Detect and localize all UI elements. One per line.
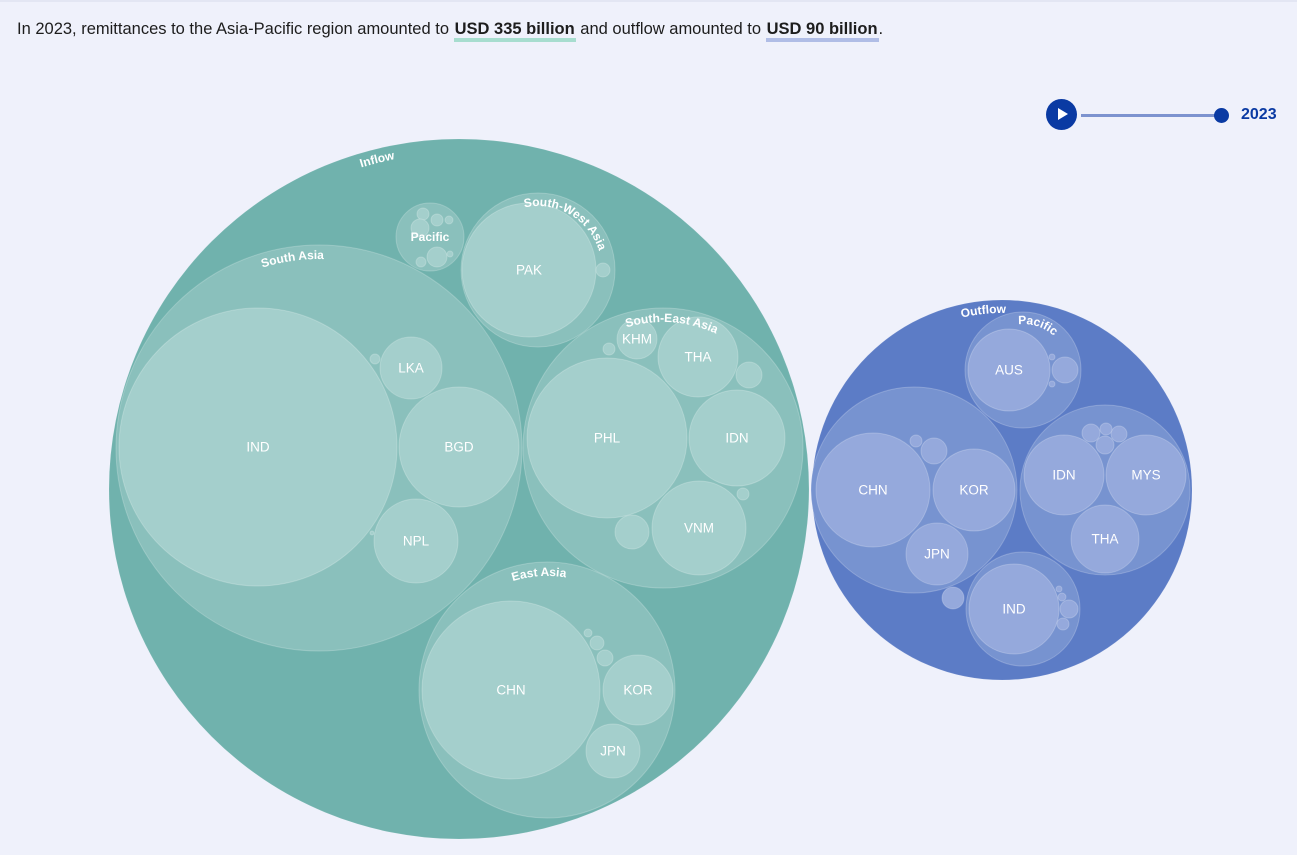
outflow-country-chn[interactable]	[815, 432, 931, 548]
pacific-inflow-small-bubble-1[interactable]	[430, 213, 444, 227]
inflow-country-chn[interactable]	[421, 600, 601, 780]
inflow-region-pacific-label: Pacific	[411, 230, 450, 244]
play-icon	[1058, 108, 1068, 120]
outflow-total: USD 90 billion	[765, 20, 879, 42]
inflow-total: USD 335 billion	[453, 20, 576, 42]
outflow-country-ind[interactable]	[968, 563, 1060, 655]
inflow-country-khm-label: KHM	[622, 332, 652, 347]
outflow-country-jpn-label: JPN	[924, 547, 950, 562]
outflow-label: Outflow	[959, 302, 1006, 321]
pacific-outflow-small-bubble-2[interactable]	[1048, 380, 1056, 388]
outflow-country-idn[interactable]	[1023, 434, 1105, 516]
south-east-asia-small-bubble-0[interactable]	[614, 514, 650, 550]
south-asia-small-bubble-0[interactable]	[369, 353, 381, 365]
south-east-asia-outflow-small-bubble-3[interactable]	[1099, 422, 1113, 436]
pacific-inflow-small-bubble-2[interactable]	[444, 215, 454, 225]
inflow-country-ind[interactable]	[118, 307, 398, 587]
inflow-country-tha[interactable]	[657, 316, 739, 398]
inflow-country-vnm[interactable]	[651, 480, 747, 576]
outflow-country-chn-label: CHN	[858, 483, 887, 498]
east-asia-small-bubble-0[interactable]	[596, 649, 614, 667]
inflow-country-tha-label: THA	[685, 350, 712, 365]
year-label: 2023	[1241, 106, 1277, 123]
headline: In 2023, remittances to the Asia-Pacific…	[17, 20, 884, 42]
south-east-asia-small-bubble-3[interactable]	[602, 342, 616, 356]
year-slider-track[interactable]	[1081, 114, 1222, 117]
south-east-asia-outflow-small-bubble-1[interactable]	[1095, 435, 1115, 455]
pacific-inflow-small-bubble-4[interactable]	[426, 246, 448, 268]
outflow-country-aus-label: AUS	[995, 363, 1023, 378]
inflow-country-ind-label: IND	[246, 440, 270, 455]
inflow-country-lka[interactable]	[379, 336, 443, 400]
play-button[interactable]	[1046, 99, 1077, 130]
inflow-country-kor[interactable]	[602, 654, 674, 726]
pacific-inflow-small-bubble-6[interactable]	[446, 250, 454, 258]
south-west-asia-small-bubble-0[interactable]	[595, 262, 611, 278]
outflow-country-aus[interactable]	[967, 328, 1051, 412]
inflow-country-npl[interactable]	[373, 498, 459, 584]
pacific-inflow-small-bubble-3[interactable]	[410, 218, 430, 238]
inflow-country-pak-label: PAK	[516, 263, 542, 278]
inflow-country-bgd-label: BGD	[444, 440, 474, 455]
south-east-asia-outflow-small-bubble-0[interactable]	[1081, 423, 1101, 443]
south-east-asia-outflow-small-bubble-2[interactable]	[1110, 425, 1128, 443]
inflow-country-phl[interactable]	[526, 357, 688, 519]
pacific-outflow-small-bubble-1[interactable]	[1048, 353, 1056, 361]
south-east-asia-small-bubble-1[interactable]	[735, 361, 763, 389]
pacific-inflow-small-bubble-0[interactable]	[416, 207, 430, 221]
headline-middle: and outflow amounted to	[575, 20, 766, 38]
south-asia-outflow-small-bubble-2[interactable]	[1057, 592, 1067, 602]
outflow-country-jpn[interactable]	[905, 522, 969, 586]
south-asia-outflow-small-bubble-1[interactable]	[1056, 617, 1070, 631]
year-player: 2023	[1046, 99, 1286, 131]
outflow-country-mys-label: MYS	[1131, 468, 1160, 483]
inflow-country-jpn-label: JPN	[600, 744, 626, 759]
inflow-country-idn[interactable]	[688, 389, 786, 487]
inflow-country-vnm-label: VNM	[684, 521, 714, 536]
outflow-country-kor-label: KOR	[959, 483, 989, 498]
headline-prefix: In 2023, remittances to the Asia-Pacific…	[17, 20, 454, 38]
south-asia-small-bubble-1[interactable]	[369, 530, 375, 536]
inflow-country-jpn[interactable]	[585, 723, 641, 779]
outflow-country-tha[interactable]	[1070, 504, 1140, 574]
outflow-country-mys[interactable]	[1105, 434, 1187, 516]
outflow-country-kor[interactable]	[932, 448, 1016, 532]
south-asia-outflow-small-bubble-0[interactable]	[1059, 599, 1079, 619]
east-asia-outflow-small-bubble-1[interactable]	[909, 434, 923, 448]
pacific-inflow-small-bubble-5[interactable]	[415, 256, 427, 268]
inflow-country-bgd[interactable]	[398, 386, 520, 508]
pacific-outflow-small-bubble-0[interactable]	[1051, 356, 1079, 384]
inflow-country-lka-label: LKA	[398, 361, 424, 376]
inflow-country-phl-label: PHL	[594, 431, 621, 446]
inflow-country-npl-label: NPL	[403, 534, 430, 549]
outflow-country-idn-label: IDN	[1052, 468, 1075, 483]
east-asia-small-bubble-2[interactable]	[583, 628, 593, 638]
inflow-country-khm[interactable]	[616, 318, 658, 360]
east-asia-outflow-small-bubble-0[interactable]	[920, 437, 948, 465]
south-asia-outflow-small-bubble-4[interactable]	[941, 586, 965, 610]
inflow-country-idn-label: IDN	[725, 431, 748, 446]
outflow-country-tha-label: THA	[1092, 532, 1119, 547]
outflow-country-ind-label: IND	[1002, 602, 1026, 617]
year-slider-handle[interactable]	[1214, 108, 1229, 123]
inflow-country-kor-label: KOR	[623, 683, 653, 698]
headline-suffix: .	[878, 20, 884, 38]
east-asia-small-bubble-1[interactable]	[589, 635, 605, 651]
inflow-country-chn-label: CHN	[496, 683, 525, 698]
top-divider	[0, 0, 1297, 2]
south-asia-outflow-small-bubble-3[interactable]	[1055, 585, 1063, 593]
south-east-asia-small-bubble-2[interactable]	[736, 487, 750, 501]
